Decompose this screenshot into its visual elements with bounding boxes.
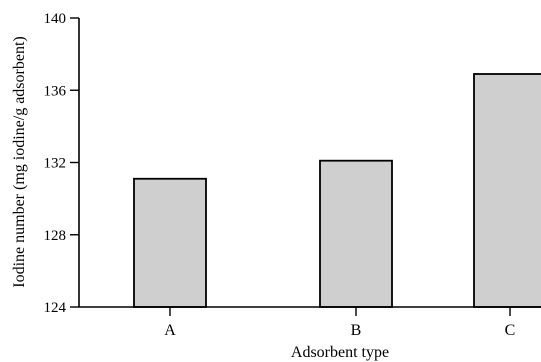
x-ticks-group: A B C (164, 307, 515, 339)
bar-B (320, 161, 392, 307)
y-ticks-group: 124 128 132 136 140 (44, 11, 80, 316)
bar-C (474, 74, 541, 307)
y-tick-label-124: 124 (44, 300, 67, 316)
y-tick-label-136: 136 (44, 83, 67, 99)
bars-group (134, 74, 541, 307)
x-tick-label-A: A (164, 322, 176, 339)
y-tick-label-128: 128 (44, 228, 67, 244)
y-axis-title: Iodine number (mg iodine/g adsorbent) (11, 36, 28, 288)
y-tick-label-140: 140 (44, 11, 67, 27)
x-tick-label-B: B (351, 322, 362, 339)
x-tick-label-C: C (505, 322, 516, 339)
bar-A (134, 179, 206, 307)
y-tick-label-132: 132 (44, 156, 67, 172)
x-axis-title: Adsorbent type (291, 344, 389, 361)
